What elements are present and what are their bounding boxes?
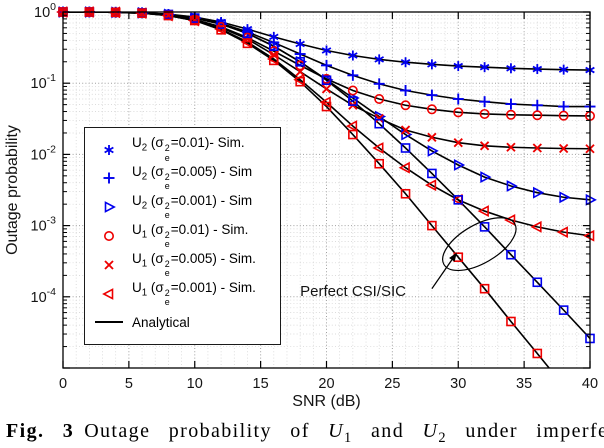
legend-item-u2-0001-sim: U2 (σ 2 e =0.001) - Sim [93, 194, 268, 221]
x-tick-label: 15 [253, 376, 269, 392]
x-tick-label: 25 [384, 376, 400, 392]
annotation-text: Perfect CSI/SIC [300, 283, 406, 300]
x-tick-label: 30 [450, 376, 466, 392]
legend-item-analytical-marker-icon [95, 321, 123, 324]
y-tick-label: 10-2 [31, 143, 57, 163]
x-axis-label: SNR (dB) [292, 393, 360, 410]
analytical-lines [63, 12, 590, 368]
legend-item-u2-0005-sim: U2 (σ 2 e =0.005) - Sim [93, 165, 268, 192]
y-tick-label: 10-3 [31, 215, 57, 235]
outage-probability-chart: 0 5 10 15 20 25 30 35 40 100 10-1 10-2 10-3 10-4 SNR (… [4, 1, 598, 410]
annotation-arrowhead [449, 252, 457, 262]
legend-item-u1-0005-sim-marker-icon [104, 260, 114, 270]
x-tick-label: 0 [59, 376, 67, 392]
x-tick-label: 5 [125, 376, 133, 392]
legend-item-u1-0001-sim: U1 (σ 2 e =0.001) - Sim. [93, 280, 268, 307]
figure-caption: Fig. 3 Outage probability of U1 and U2 un… [6, 420, 604, 448]
legend-item-u2-0005-sim-marker-icon [103, 172, 115, 184]
legend-item-u1-0005-sim-label: U1 (σ 2 e =0.005) - Sim. [132, 250, 256, 278]
axis-ticks [62, 11, 591, 369]
legend-item-u2-001-sim-label: U2 (σ 2 e =0.01)- Sim. [132, 135, 245, 163]
grid [62, 11, 591, 369]
chart-legend: U2 (σ 2 e =0.01)- Sim. U2 (σ 2 e =0.005) - Sim U… [84, 127, 281, 345]
x-tick-label: 40 [582, 376, 598, 392]
legend-item-analytical-label: Analytical [132, 314, 190, 330]
line-u1-perfect [63, 12, 551, 368]
y-tick-label: 10-4 [31, 286, 57, 306]
y-tick-label: 10-1 [31, 72, 57, 92]
legend-item-u2-0005-sim-label: U2 (σ 2 e =0.005) - Sim [132, 164, 253, 192]
legend-item-u2-001-sim: U2 (σ 2 e =0.01)- Sim. [93, 136, 268, 163]
legend-item-u2-0001-sim-marker-icon [104, 201, 116, 214]
y-axis-label: Outage probability [4, 125, 21, 255]
legend-item-u1-0001-sim-label: U1 (σ 2 e =0.001) - Sim. [132, 279, 256, 307]
caption-text: Outage probability of U1 and U2 under im… [84, 420, 604, 446]
y-tick-label: 100 [34, 1, 56, 21]
legend-item-u2-001-sim-marker-icon [104, 144, 114, 155]
annotation-arrow [431, 259, 453, 290]
legend-item-u1-001-sim-marker-icon [104, 230, 114, 241]
legend-item-u1-0001-sim-marker-icon [102, 287, 114, 300]
legend-item-analytical: Analytical [93, 309, 268, 336]
x-tick-label: 35 [516, 376, 532, 392]
legend-item-u1-001-sim: U1 (σ 2 e =0.01) - Sim. [93, 222, 268, 249]
legend-item-u1-001-sim-label: U1 (σ 2 e =0.01) - Sim. [132, 221, 249, 249]
legend-item-u1-0005-sim: U1 (σ 2 e =0.005) - Sim. [93, 251, 268, 278]
caption-figure-number: Fig. 3 [6, 420, 75, 442]
x-tick-label: 20 [318, 376, 334, 392]
annotation-perfect-csi-sic: Perfect CSI/SIC [300, 217, 517, 300]
x-tick-label: 10 [187, 376, 203, 392]
legend-item-u2-0001-sim-label: U2 (σ 2 e =0.001) - Sim [132, 193, 253, 221]
annotation-ellipse [442, 217, 517, 272]
